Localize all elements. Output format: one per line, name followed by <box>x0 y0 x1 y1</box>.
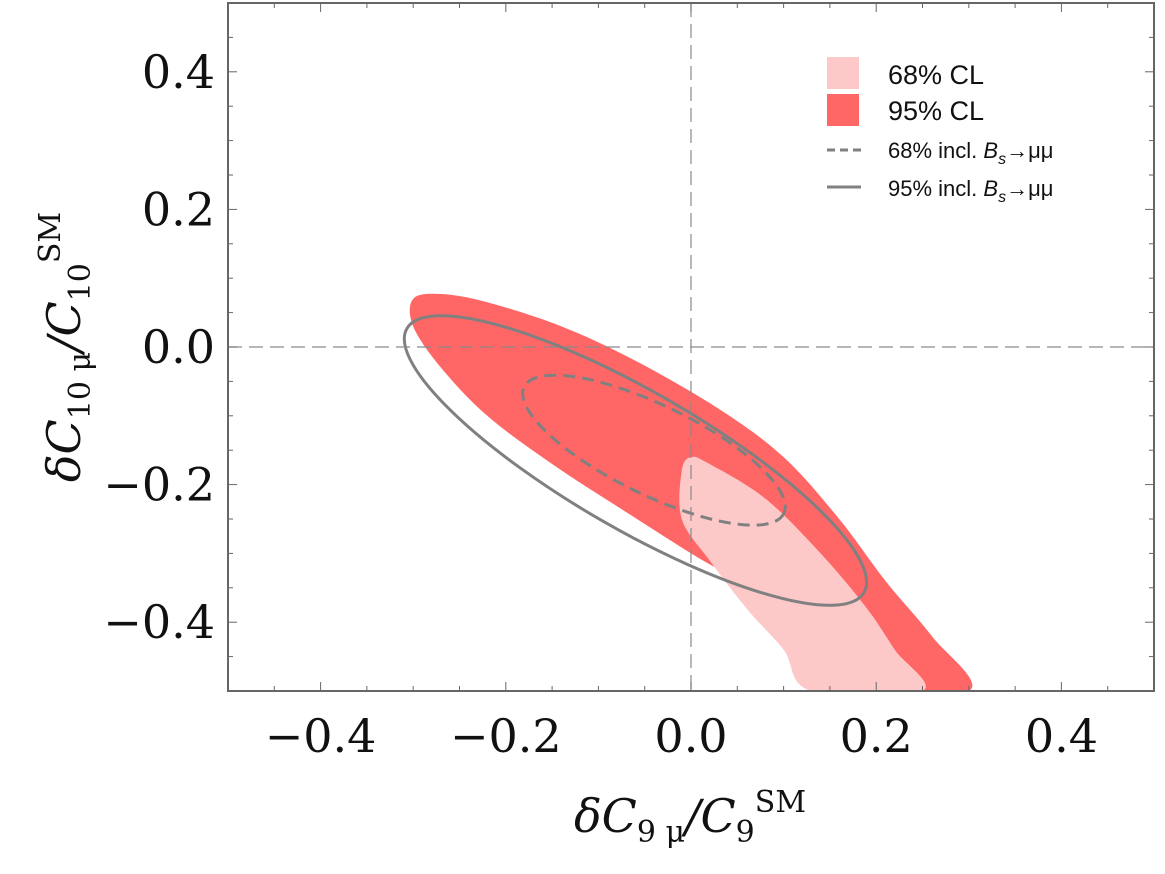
series-95-incl-bs-contour <box>402 314 869 607</box>
legend-label-95-cl: 95% CL <box>888 96 984 126</box>
y-tick-label: −0.4 <box>103 595 215 649</box>
x-tick-label: 0.2 <box>840 709 913 763</box>
y-tick-label: 0.4 <box>142 45 215 99</box>
reference-lines <box>228 3 1154 691</box>
legend-label-95-incl: 95% incl. Bs→μμ <box>888 176 1053 206</box>
series-68-incl-bs-contour <box>521 373 787 527</box>
x-tick-label: −0.4 <box>265 709 377 763</box>
plot-area <box>402 293 973 691</box>
y-axis-title: δC10 μ/C10SM <box>33 212 98 482</box>
legend-swatch-95-cl <box>827 94 859 126</box>
x-tick-label: −0.2 <box>450 709 562 763</box>
legend-label-68-incl: 68% incl. Bs→μμ <box>888 138 1053 168</box>
legend-label-68-cl: 68% CL <box>888 60 984 90</box>
legend: 68% CL 95% CL 68% incl. Bs→μμ 95% incl. … <box>827 57 1053 206</box>
x-axis-title: δC9 μ/C9SM <box>574 785 806 850</box>
legend-swatch-68-cl <box>827 57 859 89</box>
y-tick-label: −0.2 <box>103 458 215 512</box>
x-tick-label: 0.4 <box>1025 709 1098 763</box>
y-tick-label: 0.2 <box>142 182 215 236</box>
y-tick-label: 0.0 <box>142 320 215 374</box>
x-tick-label: 0.0 <box>654 709 727 763</box>
axis-ticks: −0.4 −0.2 0.0 0.2 0.4 0.4 0.2 0.0 −0.2 −0.4 <box>103 2 1155 763</box>
series-68-cl-region <box>679 456 926 691</box>
